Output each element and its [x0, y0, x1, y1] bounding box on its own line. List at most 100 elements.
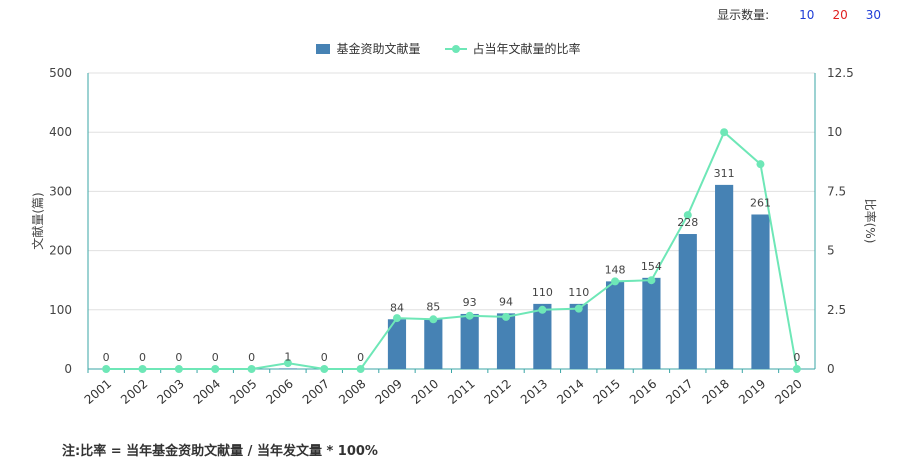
bar: [569, 303, 588, 369]
footnote: 注:比率 = 当年基金资助文献量 / 当年发文量 * 100%: [62, 444, 378, 459]
bar-data-label: 0: [357, 351, 364, 364]
y-tick-label-left: 100: [49, 303, 72, 317]
bar-data-label: 261: [750, 196, 771, 209]
x-tick-label: 2001: [82, 377, 114, 407]
x-tick-label: 2009: [373, 377, 405, 407]
bar-data-label: 84: [390, 301, 404, 314]
y-tick-label-right: 7.5: [827, 184, 846, 198]
x-tick-label: 2005: [227, 377, 259, 407]
chart-legend: 基金资助文献量 占当年文献量的比率: [0, 40, 897, 57]
ratio-point: [247, 365, 256, 373]
x-tick-label: 2006: [263, 377, 295, 407]
bar: [751, 214, 770, 369]
ratio-line: [106, 130, 798, 370]
ratio-point: [320, 365, 329, 373]
ratio-point: [538, 305, 547, 314]
bar: [715, 184, 734, 369]
x-tick-label: 2014: [554, 377, 586, 407]
ratio-point: [792, 365, 801, 373]
ratio-point: [647, 276, 656, 285]
bar: [496, 313, 516, 369]
bar-data-label: 93: [463, 296, 477, 309]
bar-data-label: 154: [641, 260, 662, 273]
x-tick-label: 2017: [663, 377, 695, 407]
bar-data-label: 0: [793, 351, 800, 364]
bar: [533, 303, 552, 369]
bar-data-label: 85: [426, 301, 440, 314]
x-tick-label: 2018: [700, 377, 732, 407]
bar-data-label: 311: [714, 167, 735, 180]
bar: [605, 281, 625, 369]
display-count-30[interactable]: 30: [865, 7, 881, 22]
legend-line-swatch: [444, 44, 467, 54]
x-tick-label: 2012: [482, 377, 514, 407]
legend-item-bar[interactable]: 基金资助文献量: [316, 40, 421, 57]
bar: [460, 313, 479, 369]
x-tick-label: 2002: [118, 377, 150, 407]
x-tick-label: 2016: [627, 377, 659, 407]
y-tick-label-left: 500: [49, 66, 72, 80]
ratio-point: [283, 359, 292, 368]
bar-data-label: 0: [103, 351, 110, 364]
y-tick-label-left: 0: [64, 362, 72, 376]
x-tick-label: 2004: [191, 377, 223, 407]
y-tick-label-left: 300: [49, 184, 72, 198]
y-tick-label-right: 0: [827, 362, 835, 376]
y-axis-title-right: 比率(%): [863, 199, 878, 244]
y-tick-label-right: 5: [827, 244, 835, 258]
x-tick-label: 2010: [409, 377, 441, 407]
bar: [387, 319, 407, 369]
ratio-point: [465, 311, 474, 320]
ratio-point: [211, 365, 220, 373]
bar-data-label: 94: [499, 295, 513, 308]
bar-data-label: 0: [139, 351, 146, 364]
y-tick-label-left: 200: [49, 244, 72, 258]
y-tick-label-right: 2.5: [827, 303, 846, 317]
ratio-point: [102, 365, 111, 373]
display-count-20[interactable]: 20: [832, 7, 848, 22]
bar-data-label: 110: [532, 286, 553, 299]
ratio-point: [756, 160, 765, 169]
ratio-point: [720, 128, 729, 137]
bar-data-label: 0: [212, 351, 219, 364]
y-axis-title-left: 文献量(篇): [30, 192, 45, 249]
ratio-point: [683, 211, 692, 220]
x-tick-label: 2003: [154, 377, 186, 407]
x-tick-label: 2008: [336, 377, 368, 407]
bar: [278, 368, 298, 369]
y-tick-label-right: 12.5: [827, 66, 854, 80]
bar-data-label: 110: [568, 286, 589, 299]
bar-data-label: 0: [248, 351, 255, 364]
x-tick-label: 2019: [736, 377, 768, 407]
bar-data-label: 228: [677, 216, 698, 229]
bar-data-label: 0: [321, 351, 328, 364]
ratio-point: [138, 365, 147, 373]
legend-bar-label: 基金资助文献量: [336, 42, 421, 56]
ratio-point: [429, 315, 438, 324]
ratio-point: [174, 365, 183, 373]
x-tick-label: 2013: [518, 377, 550, 407]
legend-item-line[interactable]: 占当年文献量的比率: [444, 40, 581, 57]
display-count-label: 显示数量:: [717, 8, 770, 22]
ratio-point: [356, 365, 365, 373]
legend-bar-swatch: [316, 43, 331, 54]
legend-line-label: 占当年文献量的比率: [472, 42, 581, 56]
bar-data-label: 0: [175, 351, 182, 364]
ratio-point: [502, 312, 511, 321]
bar-data-label: 148: [605, 263, 626, 276]
display-count-10[interactable]: 10: [799, 7, 815, 22]
ratio-point: [574, 304, 583, 313]
bar: [678, 234, 697, 369]
x-tick-label: 2020: [772, 377, 804, 407]
x-tick-label: 2015: [591, 377, 623, 407]
x-tick-label: 2011: [445, 377, 477, 407]
ratio-point: [392, 314, 401, 323]
bar: [642, 277, 661, 369]
ratio-point: [611, 277, 620, 286]
y-tick-label-right: 10: [827, 125, 842, 139]
x-tick-label: 2007: [300, 377, 332, 407]
y-tick-label-left: 400: [49, 125, 72, 139]
bar-data-label: 1: [284, 350, 291, 363]
display-count-bar: 显示数量: 10 20 30: [717, 6, 881, 23]
